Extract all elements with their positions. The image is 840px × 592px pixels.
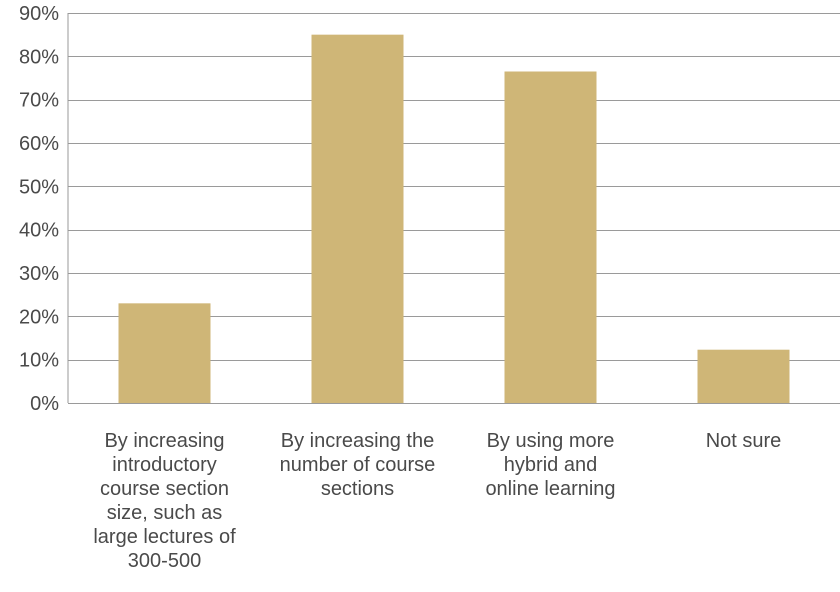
y-tick-label: 70% [19, 90, 59, 112]
y-tick-label: 10% [19, 350, 59, 372]
bar [118, 303, 211, 403]
y-tick-label: 40% [19, 220, 59, 242]
x-category-label: By increasing the number of course section… [280, 430, 436, 500]
x-category-label: By increasing introductory course section s… [93, 430, 236, 572]
y-axis-tick-labels: 0% 10% 20% 30% 40% 50% 60% 70% 80% 90% [19, 3, 59, 415]
x-category-label: By using more hybrid and online learning [485, 430, 615, 500]
y-tick-label: 50% [19, 176, 59, 198]
bar [311, 34, 404, 404]
bar [504, 71, 597, 403]
y-tick-label: 20% [19, 306, 59, 328]
y-tick-label: 30% [19, 263, 59, 285]
y-tick-label: 90% [19, 3, 59, 25]
x-axis-category-labels: By increasing introductory course section s… [93, 430, 781, 572]
y-tick-label: 80% [19, 46, 59, 68]
bar [697, 349, 790, 403]
y-tick-label: 60% [19, 133, 59, 155]
x-category-label: Not sure [706, 430, 782, 452]
y-tick-label: 0% [30, 393, 59, 415]
bars [118, 34, 790, 404]
